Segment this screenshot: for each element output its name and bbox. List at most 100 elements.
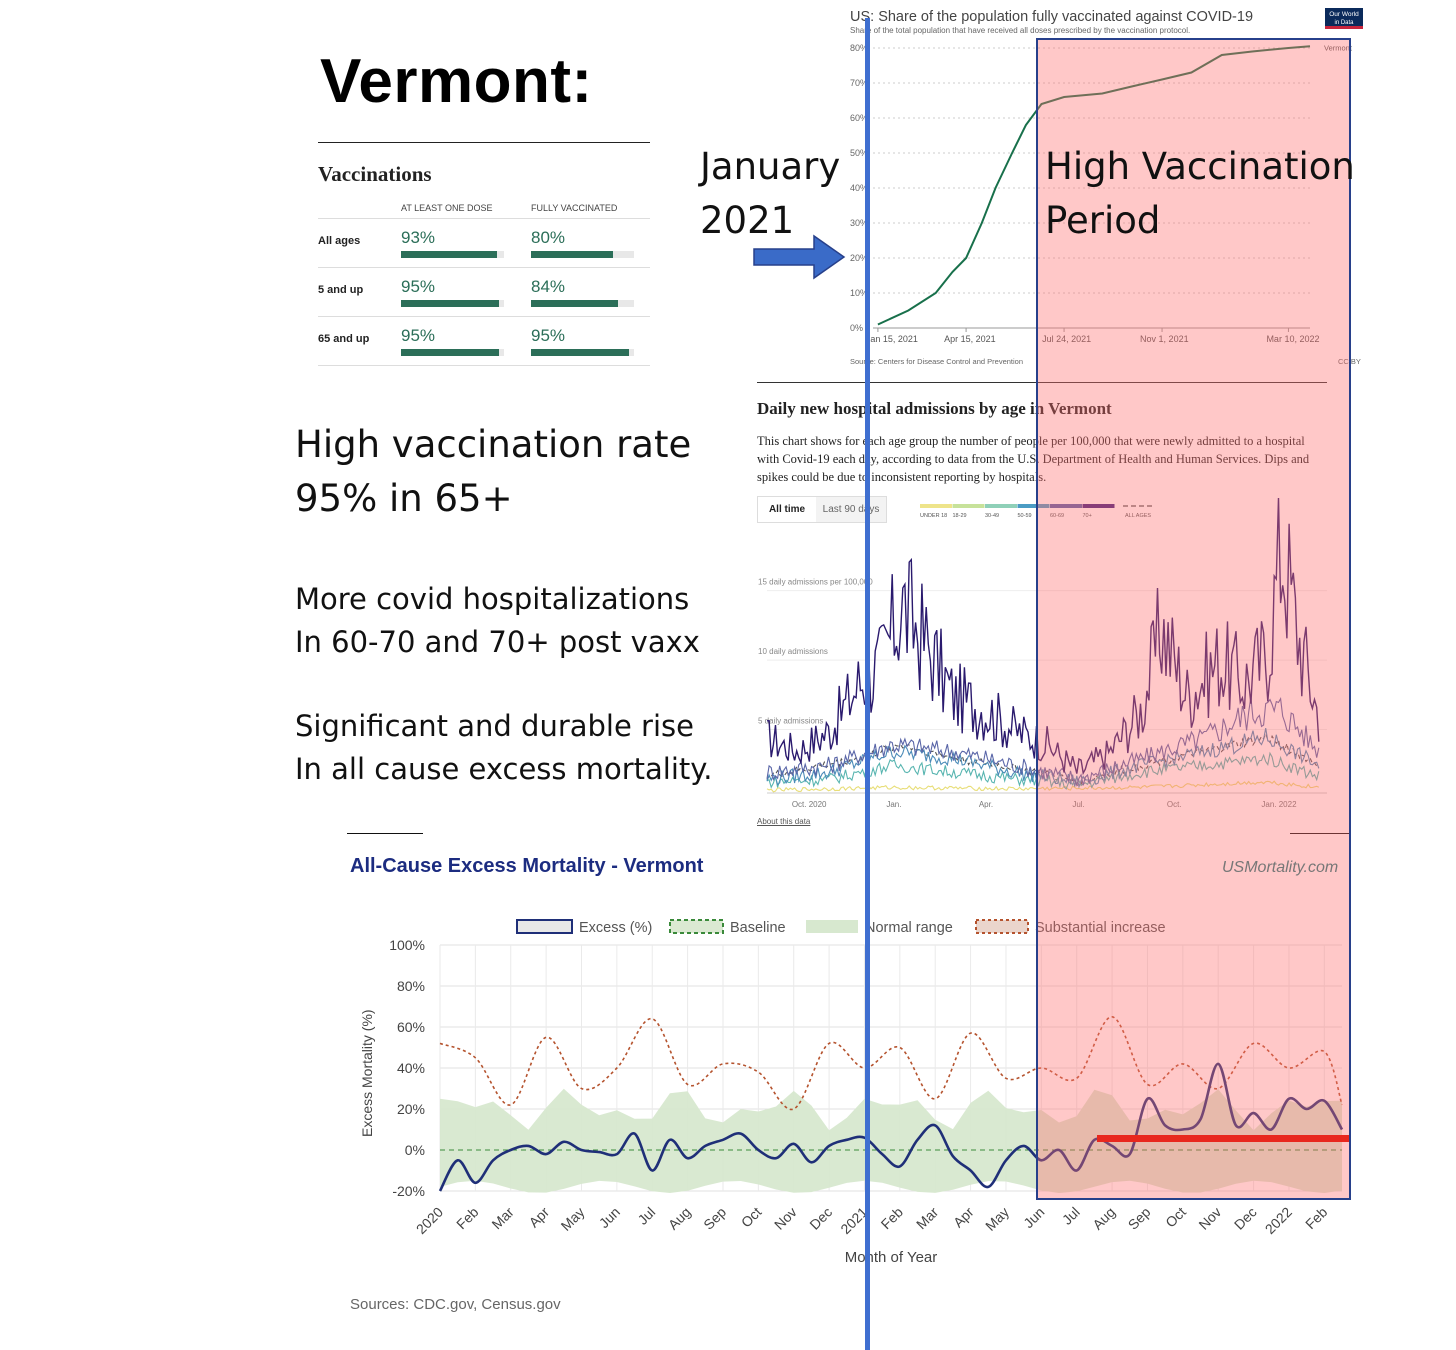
x-tick-label: Jul.	[1072, 800, 1084, 809]
brand-label: USMortality.com	[1222, 859, 1339, 876]
row-label: 5 and up	[318, 284, 364, 296]
excess-series-line	[438, 1062, 1344, 1192]
x-tick-label: Feb	[1302, 1204, 1331, 1233]
legend-label: 70+	[1083, 513, 1092, 519]
x-tick-label: Feb	[453, 1204, 482, 1233]
x-tick-label: Aug	[1089, 1204, 1118, 1233]
series-line-70-	[766, 498, 1320, 776]
series-line-under-18	[766, 780, 1320, 793]
excess-mortality-chart: Excess (%) Baseline Normal range Substantia…	[359, 919, 1344, 1266]
legend-swatch	[1082, 504, 1115, 508]
progress-bar	[401, 349, 504, 356]
y-tick-label: 50%	[850, 148, 868, 158]
x-tick-label: May	[558, 1204, 588, 1234]
x-tick-label: Oct.	[1167, 800, 1182, 809]
legend-label: 60-69	[1050, 513, 1064, 519]
x-tick-label: Mar 10, 2022	[1266, 334, 1319, 344]
legend-label: 18-29	[953, 513, 967, 519]
legend-swatch	[985, 504, 1017, 508]
divider	[347, 833, 423, 834]
y-label: 15 daily admissions per 100,000	[758, 578, 873, 587]
legend-swatch	[952, 504, 985, 508]
january-2021-marker	[865, 18, 870, 1350]
x-tick-label: 2020	[413, 1204, 446, 1237]
y-tick-label: 0%	[405, 1142, 425, 1158]
note-vax-rate: High vaccination rate 95% in 65+	[295, 418, 691, 526]
series-line-60-69	[766, 696, 1320, 787]
owid-logo-text: Our World	[1329, 11, 1359, 18]
at-least-one-value: 95%	[401, 326, 436, 345]
range-tabs: All time Last 90 days	[757, 496, 887, 523]
progress-bar	[401, 300, 504, 307]
progress-bar-fill	[531, 300, 618, 307]
legend-swatch	[806, 920, 858, 933]
col-header-at-least-one: AT LEAST ONE DOSE	[401, 203, 493, 213]
x-tick-label: Sep	[1125, 1204, 1154, 1233]
divider	[1290, 833, 1350, 834]
x-tick-label: Jan. 2022	[1261, 800, 1297, 809]
x-tick-label: Mar	[913, 1204, 942, 1233]
row-divider	[318, 218, 650, 219]
row-label: All ages	[318, 235, 361, 247]
legend-label: UNDER 18	[920, 513, 947, 519]
substantial-increase-line	[439, 1015, 1343, 1110]
legend-label: ALL AGES	[1125, 513, 1151, 519]
january-line-2: 2021	[700, 199, 795, 242]
x-tick-label: May	[982, 1204, 1012, 1234]
tab-last-90-days[interactable]: Last 90 days	[816, 497, 886, 522]
row-divider	[318, 365, 650, 366]
row-divider	[318, 316, 650, 317]
y-label: 10 daily admissions	[758, 647, 828, 656]
y-label: 5 daily admissions	[758, 717, 823, 726]
x-tick-label: Oct. 2020	[792, 800, 827, 809]
row-label: 65 and up	[318, 333, 370, 345]
high-vax-line-1: High Vaccination	[1045, 145, 1355, 188]
hospital-chart-title: Daily new hospital admissions by age in …	[757, 399, 1112, 418]
note-line-3: More covid hospitalizations	[295, 582, 690, 616]
x-tick-label: Jun	[596, 1204, 623, 1231]
mortality-chart-title: All-Cause Excess Mortality - Vermont	[350, 855, 704, 877]
legend-swatch	[1050, 504, 1082, 508]
progress-bar-fill	[531, 251, 614, 258]
progress-bar-fill	[401, 300, 499, 307]
progress-bar	[531, 251, 634, 258]
vax-chart-subtitle: Share of the total population that have …	[850, 26, 1190, 35]
legend-swatch	[920, 504, 952, 508]
x-tick-label: Jul	[634, 1204, 658, 1228]
divider	[757, 382, 1327, 383]
page-title: Vermont:	[320, 47, 593, 116]
y-axis-label: Excess Mortality (%)	[359, 1009, 375, 1137]
owid-logo-text-2: in Data	[1334, 20, 1354, 26]
owid-logo-stripe	[1325, 26, 1363, 29]
january-line-1: January	[700, 145, 841, 188]
fully-vaccinated-value: 80%	[531, 228, 566, 247]
x-tick-label: Dec	[806, 1204, 835, 1233]
y-tick-label: 80%	[397, 978, 425, 994]
arrow-icon	[753, 234, 846, 280]
y-tick-label: 60%	[850, 113, 868, 123]
y-tick-label: 0%	[850, 323, 863, 333]
owid-logo-icon	[1325, 8, 1363, 29]
progress-bar-fill	[401, 251, 497, 258]
note-line-1: High vaccination rate	[295, 423, 692, 466]
note-line-4: In 60-70 and 70+ post vaxx	[295, 625, 700, 659]
y-tick-label: 20%	[397, 1101, 425, 1117]
x-tick-label: Jan 15, 2021	[866, 334, 918, 344]
x-tick-label: Mar	[488, 1204, 517, 1233]
x-tick-label: Jan.	[886, 800, 901, 809]
x-tick-label: Sep	[700, 1204, 729, 1233]
vax-chart-source: Source: Centers for Disease Control and …	[850, 357, 1023, 366]
vaccinations-heading: Vaccinations	[318, 162, 432, 186]
january-2021-label: January 2021	[700, 140, 840, 248]
vermont-series-line	[877, 45, 1311, 326]
tab-all-time[interactable]: All time	[758, 497, 817, 522]
normal-range-band	[440, 1088, 1342, 1193]
progress-bar	[401, 251, 504, 258]
y-tick-label: 30%	[850, 218, 868, 228]
sources-label: Sources: CDC.gov, Census.gov	[350, 1296, 561, 1313]
about-data-link[interactable]: About this data	[757, 817, 811, 826]
note-line-5: Significant and durable rise	[295, 709, 694, 743]
y-tick-label: 80%	[850, 43, 868, 53]
x-tick-label: 2022	[1262, 1204, 1295, 1237]
x-axis-label: Month of Year	[845, 1249, 938, 1266]
